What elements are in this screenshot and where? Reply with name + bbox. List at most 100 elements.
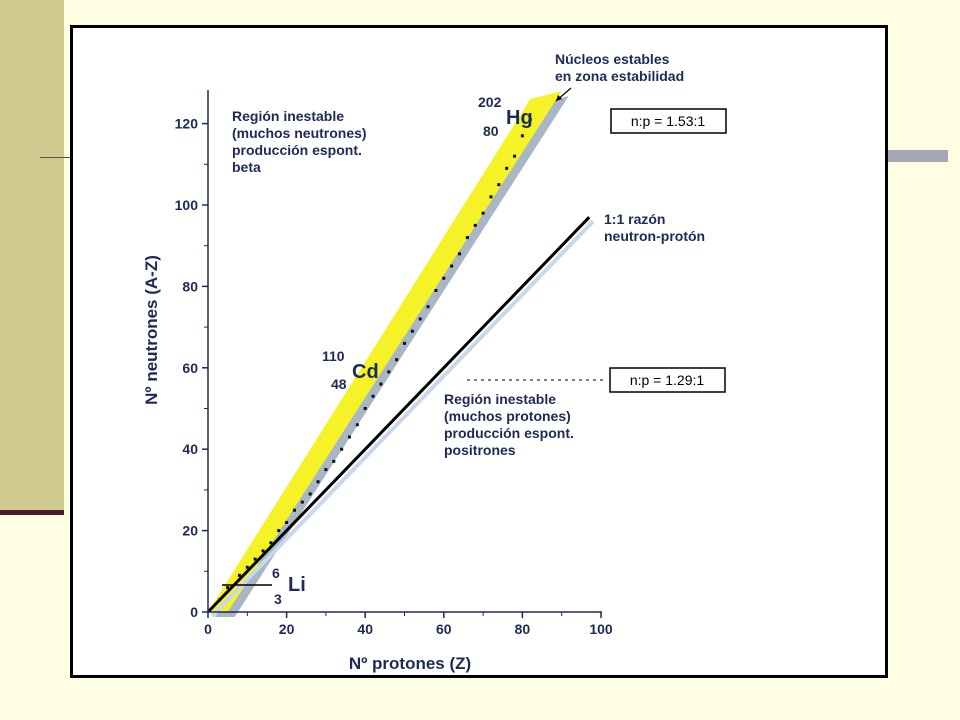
nucleus-point: [218, 598, 222, 602]
nucleus-point: [308, 492, 312, 496]
thin-decor-rule: [40, 157, 80, 158]
cd-symbol: Cd: [352, 361, 379, 383]
nucleus-point: [465, 236, 469, 240]
nucleus-point: [473, 223, 477, 227]
nucleus-point: [505, 166, 509, 170]
nucleus-point: [332, 459, 336, 463]
x-tick-label: 20: [279, 621, 295, 637]
nucleus-point: [520, 134, 524, 138]
nucleus-point: [513, 154, 517, 158]
nucleus-point: [458, 252, 462, 256]
nucleus-point: [442, 276, 446, 280]
nucleus-point: [434, 288, 438, 292]
y-tick-label: 100: [175, 197, 199, 213]
lower-note-line: (muchos protones): [444, 408, 571, 424]
ratio-box-high-frame: [610, 108, 727, 134]
nucleus-point: [528, 118, 532, 122]
stability-band: [208, 91, 562, 613]
nucleus-point: [300, 500, 304, 504]
y-tick-label: 60: [182, 360, 198, 376]
stable-note-line: en zona estabilidad: [555, 68, 684, 84]
nucleus-point: [395, 358, 399, 362]
y-tick-label: 0: [190, 604, 198, 620]
x-tick-label: 40: [357, 621, 373, 637]
upper-note-line: beta: [232, 159, 261, 175]
y-axis-title: Nº neutrones (A-Z): [142, 255, 161, 405]
nucleus-point: [261, 549, 265, 553]
y-tick-label: 40: [182, 441, 198, 457]
left-decor-rule: [0, 510, 64, 515]
hg-atomic-number: 80: [483, 123, 499, 139]
nucleus-point: [489, 195, 493, 199]
stable-nuclei-points: [218, 118, 532, 602]
y-tick-label: 120: [175, 116, 199, 132]
nucleus-point: [426, 305, 430, 309]
ratio-line-1-1: [206, 216, 591, 614]
nucleus-point: [371, 394, 375, 398]
nucleus-point: [450, 264, 454, 268]
hg-label: 202 80 Hg: [478, 94, 533, 139]
nucleus-point: [292, 508, 296, 512]
nucleus-point: [379, 382, 383, 386]
chart-panel: [70, 25, 888, 678]
hg-mass-number: 202: [478, 94, 502, 110]
li-symbol: Li: [288, 574, 306, 596]
ratio-line-layer: [206, 216, 595, 618]
upper-note-line: (muchos neutrones): [232, 125, 367, 141]
ratio-box-low-frame: [609, 367, 726, 393]
x-tick-label: 0: [204, 621, 212, 637]
nucleus-point: [245, 565, 249, 569]
li-mass-number: 6: [272, 565, 280, 581]
nucleus-point: [285, 520, 289, 524]
nucleus-point: [481, 211, 485, 215]
nucleus-point: [237, 573, 241, 577]
nucleus-point: [277, 529, 281, 533]
nucleus-point: [355, 423, 359, 427]
lower-note-line: producción espont.: [444, 425, 574, 441]
nucleus-point: [226, 586, 230, 590]
right-decor-rule: [888, 150, 948, 162]
nucleus-point: [387, 370, 391, 374]
nucleus-point: [363, 407, 367, 410]
nucleus-point: [269, 541, 273, 545]
ratio-line-shadow: [210, 219, 595, 618]
ratio-low-text: n:p = 1.29:1: [630, 372, 705, 388]
x-tick-label: 80: [515, 621, 531, 637]
lower-note-line: positrones: [444, 442, 516, 458]
hg-symbol: Hg: [506, 107, 533, 129]
ratio-high-text: n:p = 1.53:1: [631, 113, 706, 129]
upper-note-line: Región inestable: [232, 108, 344, 124]
x-tick-label: 60: [436, 621, 452, 637]
cd-label: 110 48 Cd: [322, 348, 379, 392]
x-axis-title: Nº protones (Z): [349, 654, 471, 673]
nucleus-point: [418, 317, 422, 321]
left-decor-band: [0, 0, 64, 512]
li-label: 6 3 Li: [222, 565, 306, 607]
upper-note-line: producción espont.: [232, 142, 362, 158]
line-label-line: 1:1 razón: [604, 211, 665, 227]
lower-region-note: Región inestable (muchos protones) produ…: [444, 391, 574, 458]
nucleus-point: [340, 447, 344, 451]
lower-note-line: Región inestable: [444, 391, 556, 407]
y-tick-label: 80: [182, 278, 198, 294]
x-tick-label: 100: [589, 621, 613, 637]
stable-nuclei-note: Núcleos estables en zona estabilidad: [555, 51, 684, 102]
nucleus-point: [347, 435, 351, 439]
nucleus-point: [324, 468, 328, 472]
ratio-box-low: n:p = 1.29:1: [467, 367, 726, 393]
stability-band-layer: [208, 91, 569, 618]
ratio-box-high: n:p = 1.53:1: [610, 108, 727, 134]
li-atomic-number: 3: [274, 591, 282, 607]
stable-note-arrowhead: [556, 95, 562, 101]
nucleus-point: [497, 183, 501, 187]
y-tick-label: 20: [182, 523, 198, 539]
nucleus-point: [316, 480, 320, 484]
upper-region-note: Región inestable (muchos neutrones) prod…: [232, 108, 367, 175]
nucleus-point: [410, 329, 414, 333]
nucleus-point: [253, 557, 257, 561]
line-label: 1:1 razón neutron-protón: [604, 211, 705, 244]
stable-note-line: Núcleos estables: [555, 51, 670, 67]
line-label-line: neutron-protón: [604, 228, 705, 244]
nucleus-point: [403, 341, 406, 345]
